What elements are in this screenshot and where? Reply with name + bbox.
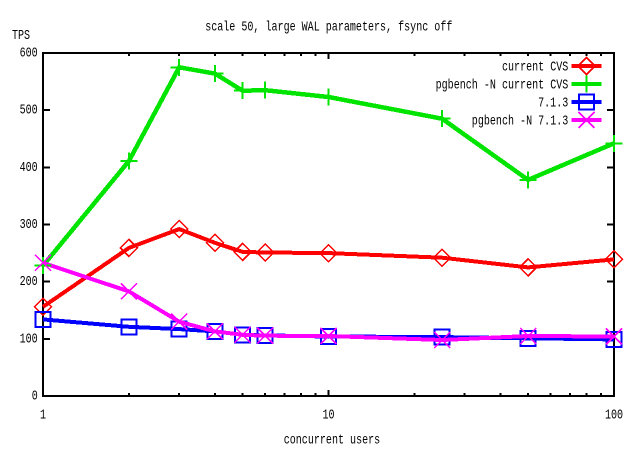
svg-text:600: 600 xyxy=(20,46,38,62)
svg-text:200: 200 xyxy=(20,274,38,290)
svg-text:TPS: TPS xyxy=(12,28,30,44)
svg-text:concurrent users: concurrent users xyxy=(284,433,381,449)
svg-text:1: 1 xyxy=(40,407,46,423)
svg-text:7.1.3: 7.1.3 xyxy=(538,96,568,112)
svg-text:pgbench -N current CVS: pgbench -N current CVS xyxy=(436,78,569,94)
svg-text:300: 300 xyxy=(20,217,38,233)
svg-text:pgbench -N 7.1.3: pgbench -N 7.1.3 xyxy=(472,114,569,130)
svg-text:10: 10 xyxy=(323,407,335,423)
svg-text:400: 400 xyxy=(20,160,38,176)
svg-text:100: 100 xyxy=(20,331,38,347)
svg-text:100: 100 xyxy=(605,407,623,423)
svg-text:500: 500 xyxy=(20,103,38,119)
svg-text:0: 0 xyxy=(32,389,38,405)
svg-text:current CVS: current CVS xyxy=(502,60,568,76)
svg-text:scale 50, large WAL parameters: scale 50, large WAL parameters, fsync of… xyxy=(205,20,452,36)
